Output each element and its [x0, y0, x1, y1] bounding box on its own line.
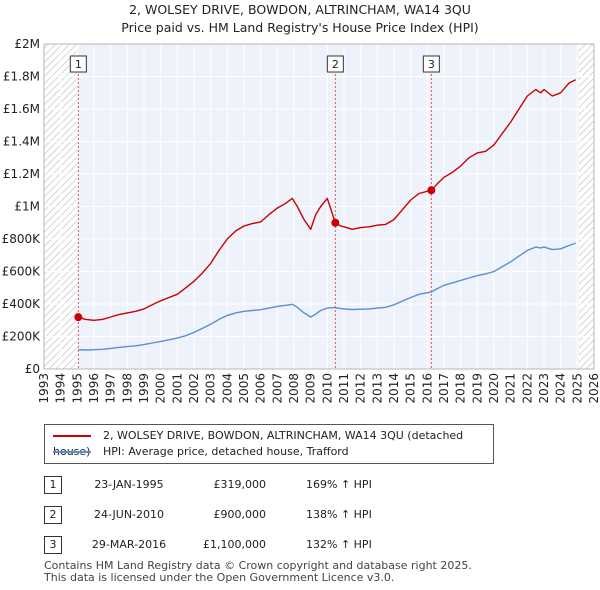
transaction-badge: 2 — [44, 506, 62, 524]
price-chart: 2, WOLSEY DRIVE, BOWDON, ALTRINCHAM, WA1… — [2, 2, 600, 404]
plot-frame — [43, 43, 595, 370]
y-tick-label: £0 — [25, 362, 40, 376]
x-tick-label: 2011 — [337, 373, 351, 404]
transaction-price: £900,000 — [213, 508, 267, 521]
y-tick-label: £1.2M — [3, 167, 40, 181]
x-tick-label: 2007 — [270, 373, 284, 404]
annotation-badge — [69, 55, 87, 73]
x-tick-label: 2022 — [520, 373, 534, 404]
x-tick-label: 2013 — [370, 373, 384, 404]
y-tick-label: £1.8M — [3, 70, 40, 84]
x-tick-label: 2003 — [204, 373, 218, 404]
legend-swatch-hpi — [53, 451, 91, 453]
sale-point — [331, 218, 340, 227]
transaction-badge: 3 — [44, 536, 62, 554]
transaction-date: 24-JUN-2010 — [93, 508, 165, 521]
x-tick-label: 2020 — [487, 373, 501, 404]
x-tick-label: 1999 — [137, 373, 151, 404]
legend-label-hpi: HPI: Average price, detached house, Traf… — [103, 445, 349, 458]
y-tick-label: £400K — [2, 297, 42, 311]
annotation-label: 1 — [75, 58, 82, 71]
table-row: 1 23-JAN-1995 £319,000 169% ↑ HPI — [44, 476, 444, 498]
x-tick-label: 2023 — [537, 373, 551, 404]
transaction-hpi: 138% ↑ HPI — [306, 508, 372, 521]
x-tick-label: 2012 — [354, 373, 368, 404]
transaction-hpi: 169% ↑ HPI — [306, 478, 372, 491]
x-tick-label: 2018 — [454, 373, 468, 404]
x-tick-label: 2021 — [504, 373, 518, 404]
transaction-price: £319,000 — [213, 478, 267, 491]
chart-legend: 2, WOLSEY DRIVE, BOWDON, ALTRINCHAM, WA1… — [44, 424, 494, 464]
x-tick-label: 1993 — [37, 373, 51, 404]
x-tick-label: 2015 — [404, 373, 418, 404]
x-tick-label: 2000 — [154, 373, 168, 404]
legend-item-hpi: HPI: Average price, detached house, Traf… — [53, 444, 349, 460]
annotation-label: 3 — [428, 58, 435, 71]
y-tick-label: £1.4M — [3, 135, 40, 149]
x-tick-label: 2010 — [320, 373, 334, 404]
legend-swatch-property — [53, 435, 91, 437]
x-tick-label: 2006 — [254, 373, 268, 404]
transaction-date: 23-JAN-1995 — [94, 478, 164, 491]
y-tick-label: £200K — [2, 330, 42, 344]
x-tick-label: 2001 — [170, 373, 184, 404]
x-tick-label: 1995 — [70, 373, 84, 404]
x-tick-label: 2019 — [470, 373, 484, 404]
property-price-line — [78, 79, 577, 321]
attribution-footer: Contains HM Land Registry data © Crown c… — [44, 560, 472, 584]
y-tick-label: £800K — [2, 232, 42, 246]
x-tick-label: 1994 — [54, 373, 68, 404]
annotation-badge — [422, 55, 440, 73]
transaction-date: 29-MAR-2016 — [91, 538, 167, 551]
x-tick-label: 2014 — [387, 373, 401, 404]
table-row: 2 24-JUN-2010 £900,000 138% ↑ HPI — [44, 506, 444, 528]
x-tick-label: 2025 — [570, 373, 584, 404]
transaction-price: £1,100,000 — [203, 538, 266, 551]
annotation-badge — [326, 55, 344, 73]
chart-subtitle: Price paid vs. HM Land Registry's House … — [121, 20, 478, 35]
attribution-line-1: Contains HM Land Registry data © Crown c… — [44, 559, 472, 572]
attribution-line-2: This data is licensed under the Open Gov… — [44, 571, 395, 584]
x-tick-label: 2024 — [554, 373, 568, 404]
x-tick-label: 2005 — [237, 373, 251, 404]
transaction-hpi: 132% ↑ HPI — [306, 538, 372, 551]
hpi-line — [78, 242, 576, 351]
legend-item-property: 2, WOLSEY DRIVE, BOWDON, ALTRINCHAM, WA1… — [53, 428, 493, 458]
annotation-label: 2 — [332, 58, 339, 71]
x-tick-label: 2016 — [420, 373, 434, 404]
transaction-badge: 1 — [44, 476, 62, 494]
sale-point — [427, 186, 436, 195]
x-tick-label: 2026 — [587, 373, 600, 404]
x-tick-label: 1996 — [87, 373, 101, 404]
chart-title: 2, WOLSEY DRIVE, BOWDON, ALTRINCHAM, WA1… — [129, 2, 471, 17]
sale-point — [74, 313, 83, 322]
x-tick-label: 2004 — [220, 373, 234, 404]
x-tick-label: 2002 — [187, 373, 201, 404]
x-tick-label: 2008 — [287, 373, 301, 404]
y-tick-label: £1.6M — [3, 102, 40, 116]
y-tick-label: £1M — [14, 200, 40, 214]
x-tick-label: 1998 — [120, 373, 134, 404]
x-tick-label: 2009 — [304, 373, 318, 404]
x-tick-label: 1997 — [104, 373, 118, 404]
x-tick-label: 2017 — [437, 373, 451, 404]
y-tick-label: £600K — [2, 265, 42, 279]
y-tick-label: £2M — [14, 37, 40, 51]
table-row: 3 29-MAR-2016 £1,100,000 132% ↑ HPI — [44, 536, 444, 558]
